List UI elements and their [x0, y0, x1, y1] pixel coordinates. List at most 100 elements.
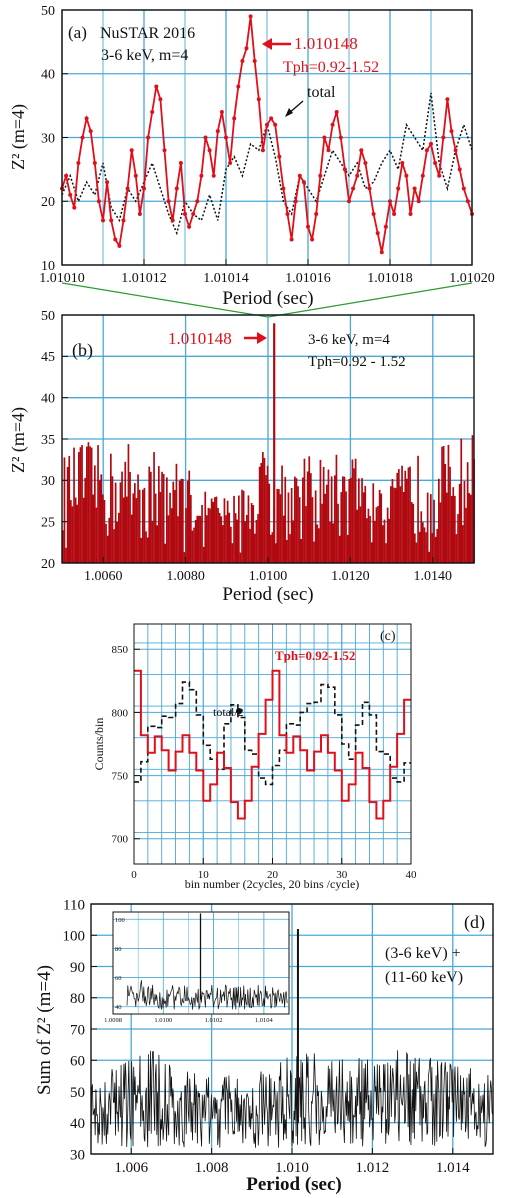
periodogram-bar [78, 452, 80, 563]
y-tick-label: 45 [41, 350, 55, 365]
periodogram-peak-bar [273, 323, 276, 563]
series-tph-point [224, 135, 228, 140]
series-tph-point [269, 116, 274, 121]
periodogram-bar [284, 476, 287, 563]
periodogram-bar [206, 515, 208, 563]
series-tph-point [445, 97, 450, 102]
series-tph-point [260, 148, 265, 153]
panel-c-tph-label: Tph=0.92-1.52 [275, 648, 355, 663]
x-tick-label: 20 [267, 869, 279, 881]
periodogram-bar [118, 512, 120, 563]
periodogram-bar [63, 457, 66, 563]
periodogram-bar [318, 528, 320, 563]
series-tph-point [211, 173, 216, 178]
inset-x-tick-label: 1.0104 [255, 1017, 274, 1024]
series-tph-point [351, 186, 356, 191]
periodogram-bar [239, 552, 242, 563]
series-tph-point [101, 218, 105, 223]
periodogram-bar [167, 515, 170, 563]
periodogram-bar [138, 489, 141, 563]
panel-b-energy-label: 3-6 keV, m=4 [308, 332, 390, 348]
periodogram-bar [308, 456, 311, 563]
periodogram-bar [455, 534, 458, 563]
y-tick-label: 100 [63, 929, 86, 945]
series-tph-point [174, 186, 179, 191]
periodogram-bar [143, 487, 146, 563]
periodogram-bar [252, 505, 255, 563]
y-tick-label: 50 [41, 309, 55, 324]
panel-a-title-line1: NuSTAR 2016 [100, 25, 195, 42]
periodogram-bar [74, 497, 77, 563]
periodogram-bar [82, 497, 85, 563]
periodogram-bar [319, 459, 322, 563]
periodogram-bar [162, 474, 165, 563]
periodogram-bar [127, 444, 130, 563]
periodogram-bar [94, 465, 96, 563]
periodogram-bar [378, 489, 381, 563]
series-tph-point [392, 212, 397, 216]
periodogram-bar [311, 497, 314, 563]
periodogram-bar [84, 477, 87, 563]
series-tph-point [240, 59, 245, 63]
series-tph-point [388, 199, 392, 204]
periodogram-bar [132, 493, 135, 563]
inset-y-tick-label: 40 [115, 1004, 122, 1011]
series-tph-point [129, 148, 134, 153]
periodogram-bar [140, 537, 143, 563]
periodogram-bar [306, 471, 309, 563]
sum-z2-trace [90, 1050, 494, 1148]
periodogram-bar [409, 466, 411, 563]
periodogram-bar [81, 445, 83, 563]
periodogram-bar [441, 446, 443, 563]
periodogram-bar [79, 447, 82, 563]
periodogram-bar [86, 446, 88, 563]
series-tph-point [125, 186, 130, 191]
series-tph-point [154, 84, 159, 89]
periodogram-bar [330, 476, 333, 563]
series-tph-point [109, 218, 114, 223]
periodogram-bar [151, 520, 154, 563]
periodogram-bar [110, 453, 112, 563]
periodogram-bar [209, 508, 211, 563]
periodogram-bar [294, 476, 296, 563]
inset-trace [126, 980, 289, 1011]
periodogram-bar [146, 537, 149, 563]
periodogram-bar [113, 529, 115, 563]
periodogram-bar [119, 482, 122, 563]
series-tph-point [318, 173, 323, 178]
periodogram-bar [393, 487, 395, 563]
periodogram-bar [367, 508, 370, 563]
periodogram-bar [148, 466, 151, 563]
series-total-line [61, 92, 473, 236]
series-tph-point [244, 46, 249, 51]
periodogram-bar [439, 502, 442, 563]
periodogram-bar [348, 479, 351, 563]
panel-b-label: (b) [72, 340, 93, 361]
series-tph-point [178, 161, 183, 165]
periodogram-bar [390, 486, 392, 563]
periodogram-bar [100, 474, 103, 563]
y-tick-label: 40 [41, 392, 55, 407]
panel-d: 1.006 1.008 1.010 1.012 1.014 30 40 50 60 70 80 90 1… [34, 897, 494, 1195]
inset-frame [112, 911, 290, 1015]
series-tph-point [76, 161, 81, 165]
periodogram-bar [135, 498, 138, 563]
periodogram-bar [95, 507, 98, 563]
periodogram-bar [345, 491, 347, 563]
periodogram-bar [223, 498, 226, 563]
periodogram-bar [428, 551, 431, 563]
x-tick-label: 1.0100 [249, 569, 288, 584]
x-tick-label: 1.008 [195, 1160, 229, 1176]
y-tick-label: 110 [63, 897, 85, 913]
panel-b-ylabel: Z² (m=4) [8, 407, 29, 473]
periodogram-bar [255, 520, 258, 563]
periodogram-bar [449, 466, 451, 563]
periodogram-bar [226, 500, 229, 563]
periodogram-bar [156, 525, 159, 563]
series-tph-point [64, 173, 69, 178]
periodogram-bar [410, 502, 413, 563]
panel-d-label: (d) [464, 912, 485, 933]
series-tph-point [273, 122, 278, 127]
y-tick-label: 30 [70, 1147, 85, 1163]
periodogram-bar [234, 513, 237, 563]
